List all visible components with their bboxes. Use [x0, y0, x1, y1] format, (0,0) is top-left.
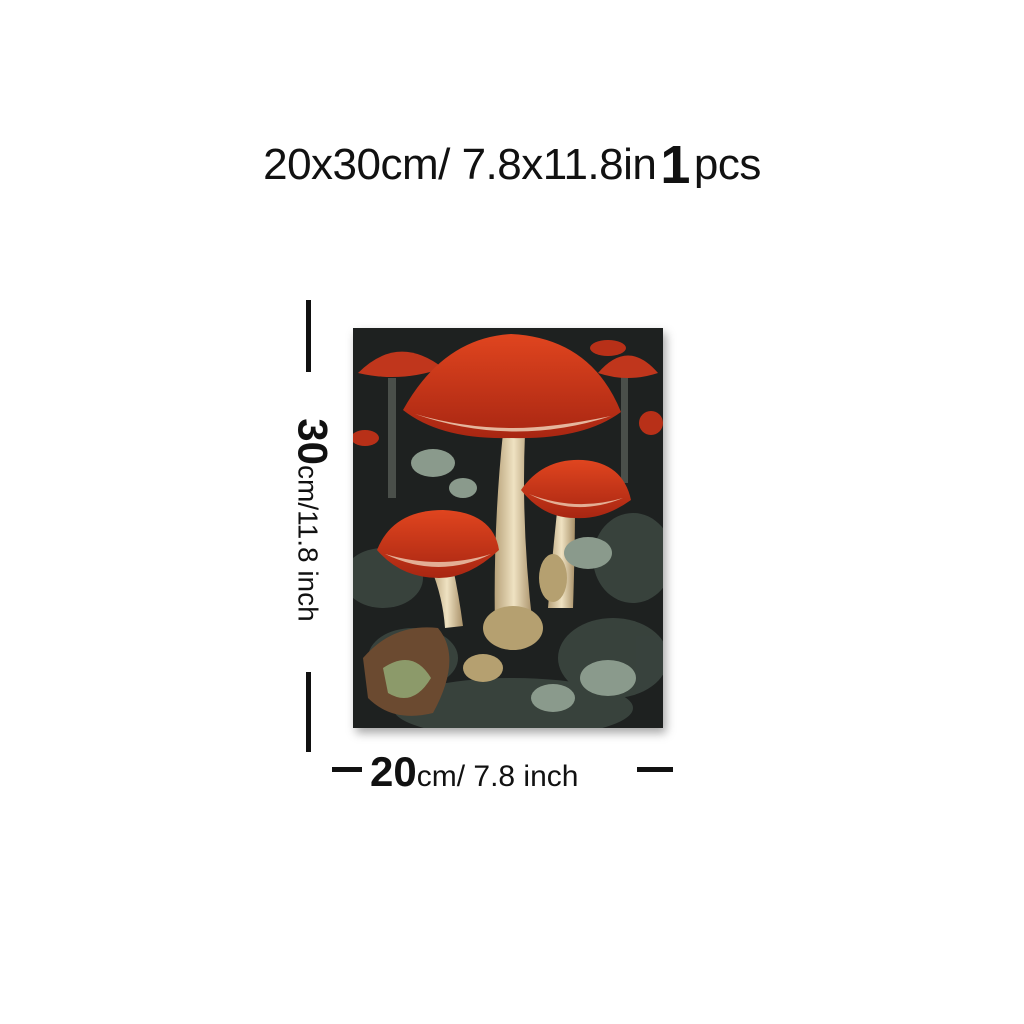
width-dimension-line-right: [637, 767, 673, 772]
height-dimension-line-top: [306, 300, 311, 372]
height-dimension-line-bottom: [306, 672, 311, 752]
height-dimension-label: 30cm/11.8 inch: [290, 418, 337, 622]
width-value: 20: [370, 748, 417, 795]
quantity-number: 1: [660, 135, 690, 195]
quantity-unit: pcs: [693, 140, 761, 189]
height-value: 30: [289, 418, 337, 466]
height-unit: cm/11.8 inch: [292, 465, 324, 622]
mushroom-canvas-print: [353, 328, 663, 728]
product-size-title: 20x30cm/ 7.8x11.8in1pcs: [0, 138, 1024, 192]
width-dimension-line-left: [332, 767, 362, 772]
size-text: 20x30cm/ 7.8x11.8in: [263, 140, 657, 189]
mushroom-painting-illustration: [353, 328, 663, 728]
width-unit: cm/ 7.8 inch: [416, 760, 579, 793]
width-dimension-label: 20cm/ 7.8 inch: [370, 751, 579, 797]
